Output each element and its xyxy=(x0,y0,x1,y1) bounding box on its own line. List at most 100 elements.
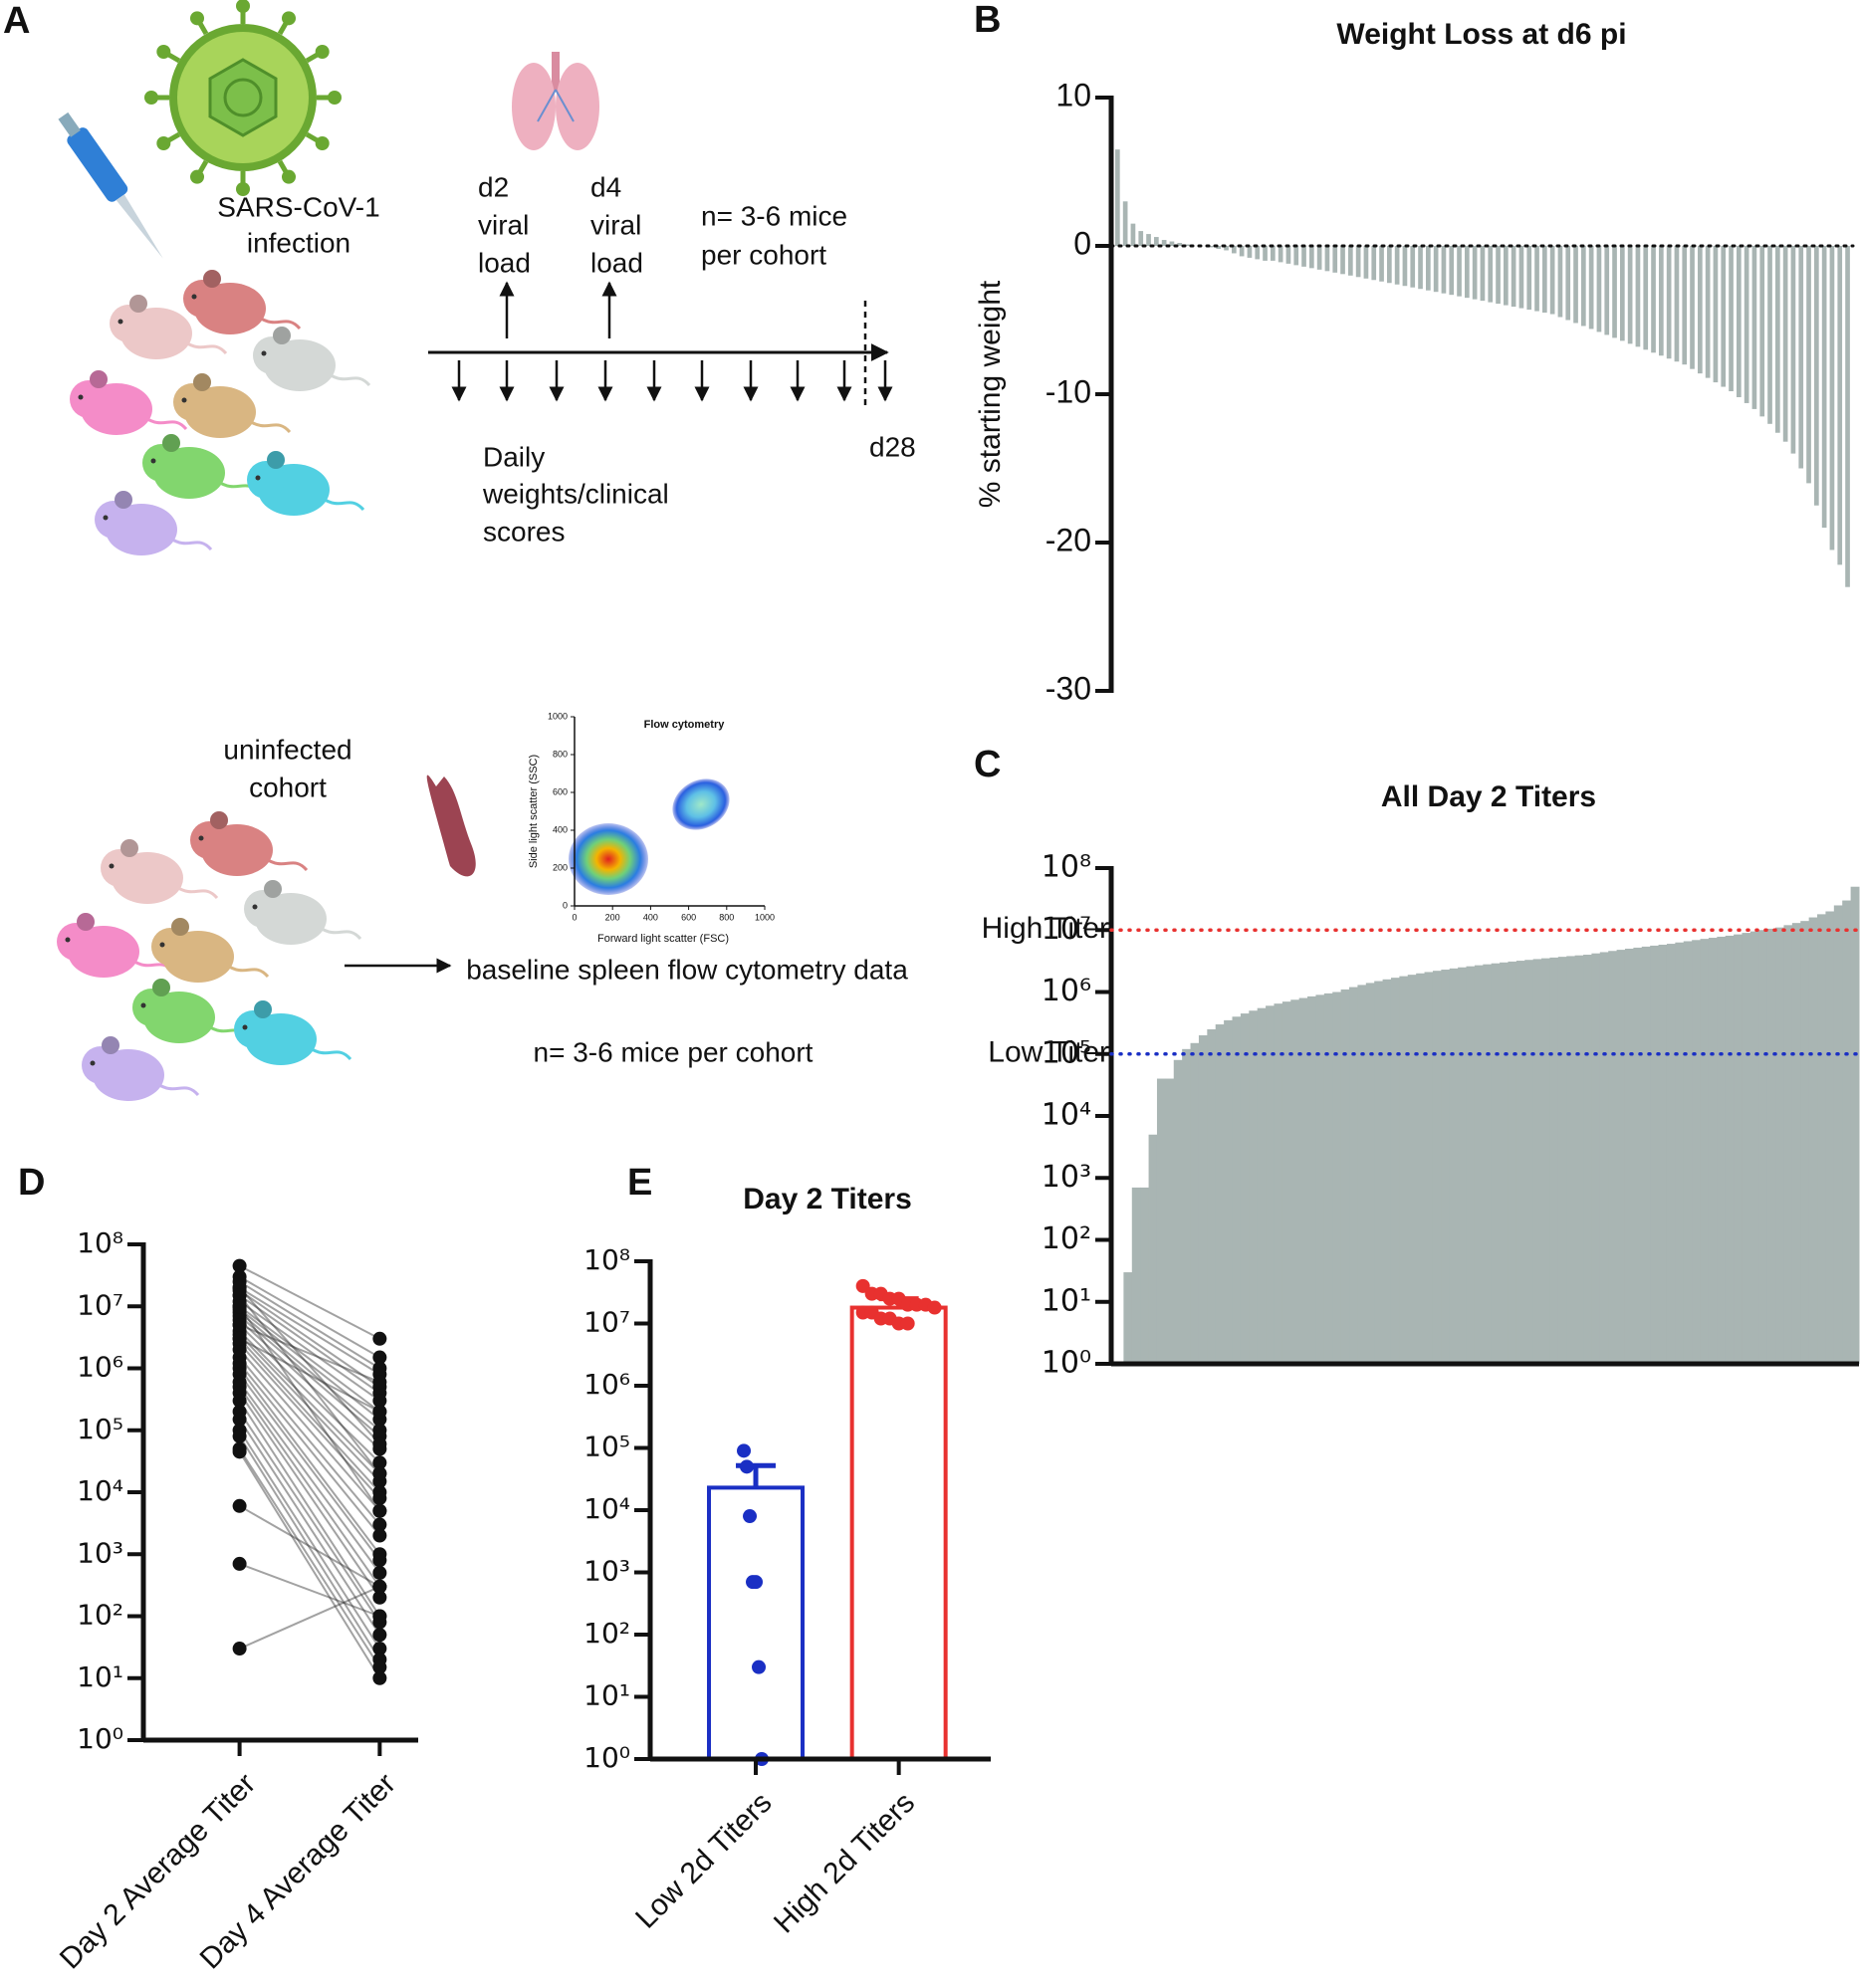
bar xyxy=(1698,246,1703,374)
trachea xyxy=(552,52,560,92)
bar xyxy=(1266,1005,1275,1364)
bar xyxy=(1458,967,1468,1364)
bar xyxy=(1759,246,1765,417)
bar xyxy=(1399,976,1409,1364)
pair-line xyxy=(238,1419,381,1636)
pair-line xyxy=(238,1447,381,1668)
pair-line xyxy=(239,1264,380,1340)
y-tick-label: 0 xyxy=(1073,225,1091,261)
bar xyxy=(1798,246,1804,469)
bar xyxy=(1518,246,1524,309)
flow-y-tick-label: 400 xyxy=(553,824,568,834)
flow-x-tick-label: 800 xyxy=(719,912,734,922)
uninfected-label: uninfected xyxy=(223,734,351,765)
point xyxy=(372,1331,387,1346)
bar xyxy=(1790,246,1796,454)
y-tick-label: 10⁰ xyxy=(583,1741,630,1774)
point xyxy=(372,1628,387,1643)
bar xyxy=(1382,979,1392,1364)
bar xyxy=(1190,1042,1200,1364)
bar xyxy=(1278,246,1283,263)
pair-line xyxy=(238,1362,381,1537)
timepoint-label: viral xyxy=(478,209,529,240)
bar xyxy=(1216,246,1222,249)
bar xyxy=(1340,989,1350,1364)
bar xyxy=(1466,966,1476,1364)
point xyxy=(232,1288,247,1303)
pair-line xyxy=(238,1324,381,1464)
bar xyxy=(1271,246,1276,261)
bar xyxy=(1620,246,1625,341)
bar xyxy=(1138,231,1144,246)
bar xyxy=(1496,246,1501,305)
panel-label: B xyxy=(974,0,1001,41)
pair-line xyxy=(238,1411,381,1624)
bar xyxy=(1182,1048,1192,1364)
y-tick-label: 10⁴ xyxy=(583,1492,630,1525)
y-axis-label: % starting weight xyxy=(974,280,1007,508)
bar xyxy=(1650,945,1660,1364)
point xyxy=(372,1466,387,1481)
bar xyxy=(1833,905,1843,1364)
point xyxy=(372,1436,387,1451)
pair-line xyxy=(238,1305,381,1512)
point xyxy=(749,1575,764,1590)
baseline-label: baseline spleen flow cytometry data xyxy=(466,954,908,985)
mouse xyxy=(188,809,309,878)
point xyxy=(232,1317,247,1332)
y-tick-label: 10³ xyxy=(1042,1160,1091,1195)
panel-a: A SARS-CoV-1 infection d2 viral load d4 … xyxy=(3,0,916,1103)
y-tick-label: 10¹ xyxy=(583,1679,630,1712)
bronchi xyxy=(537,89,575,122)
bar xyxy=(1449,968,1459,1364)
bar xyxy=(1315,994,1325,1364)
bar xyxy=(1449,246,1455,296)
panel-label: C xyxy=(974,744,1001,785)
bar xyxy=(1274,1003,1283,1364)
pair-line xyxy=(238,1373,381,1561)
flow-y-tick-label: 200 xyxy=(553,862,568,872)
y-tick-label: 10⁷ xyxy=(1042,912,1091,947)
bar xyxy=(1215,1024,1225,1364)
virus-spike-head xyxy=(282,169,296,184)
down-arrows xyxy=(451,360,893,402)
pair-line xyxy=(239,1324,380,1384)
bar xyxy=(1232,246,1237,254)
bar xyxy=(1198,1035,1208,1364)
bar xyxy=(1643,246,1649,350)
point xyxy=(232,1412,247,1427)
point xyxy=(372,1405,387,1420)
y-tick-label: 10³ xyxy=(583,1555,630,1588)
y-tick-label: 10 xyxy=(1055,77,1091,112)
bar xyxy=(1480,246,1486,302)
bar xyxy=(1791,923,1801,1364)
virus-capsid xyxy=(208,58,278,137)
bar xyxy=(1177,243,1183,246)
pair-line xyxy=(238,1330,381,1474)
bar xyxy=(1675,942,1685,1364)
daily-label: scores xyxy=(483,516,565,547)
y-tick-label: 10⁴ xyxy=(1042,1098,1091,1133)
y-tick-label: 10⁷ xyxy=(77,1288,123,1321)
cohort-size: per cohort xyxy=(701,239,826,270)
bar xyxy=(1683,941,1693,1364)
virus-spike-head xyxy=(156,45,171,59)
bar xyxy=(1298,997,1308,1364)
bar xyxy=(1441,969,1451,1364)
flow-y-tick-label: 600 xyxy=(553,786,568,796)
bar xyxy=(1410,246,1416,288)
virus-spike-head xyxy=(190,11,204,26)
bar xyxy=(1115,149,1120,246)
end-label: d28 xyxy=(869,431,916,462)
point xyxy=(372,1659,387,1674)
point xyxy=(372,1670,387,1685)
flow-population xyxy=(672,778,730,830)
x-tick-label: High 2d Titers xyxy=(768,1786,921,1939)
bar xyxy=(1249,1010,1259,1364)
bar xyxy=(1566,956,1576,1364)
point xyxy=(232,1429,247,1443)
bar xyxy=(1140,1187,1150,1364)
bar xyxy=(1332,992,1342,1364)
